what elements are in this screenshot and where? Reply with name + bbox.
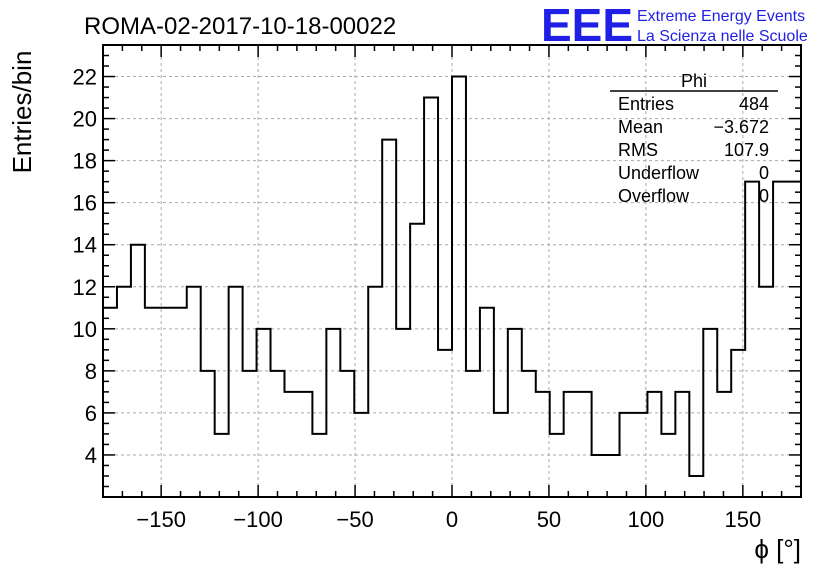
y-tick-label: 12 (73, 275, 97, 300)
histogram-bin (312, 434, 326, 497)
stats-box-name: Phi (681, 71, 707, 91)
histogram-bin (368, 287, 382, 497)
histogram-bin (131, 245, 145, 497)
eee-logo-mark: EEE (541, 0, 633, 51)
y-tick-label: 8 (85, 359, 97, 384)
histogram-bin (689, 476, 703, 497)
histogram-bin (396, 329, 410, 497)
y-tick-label: 6 (85, 401, 97, 426)
x-tick-label: −100 (233, 507, 283, 532)
histogram-bin (326, 329, 340, 497)
stats-row-label: Overflow (618, 186, 690, 206)
histogram-bin (173, 308, 187, 497)
y-tick-label: 16 (73, 191, 97, 216)
histogram-series (103, 75, 801, 497)
stats-box: Phi Entries 484 Mean −3.672 RMS 107.9 Underflo… (610, 71, 778, 206)
histogram-bin (647, 392, 661, 497)
x-tick-label: −50 (336, 507, 373, 532)
y-tick-label: 10 (73, 317, 97, 342)
histogram-bin (606, 455, 620, 497)
histogram-bin (159, 308, 173, 497)
histogram-bin (620, 413, 634, 497)
histogram-bin (382, 140, 396, 497)
y-tick-label: 20 (73, 107, 97, 132)
histogram-bin (298, 392, 312, 497)
histogram-bin (452, 77, 466, 497)
eee-logo-line2: La Scienza nelle Scuole (637, 28, 808, 45)
x-axis-label: ϕ [°] (754, 534, 801, 564)
histogram-bin (438, 350, 452, 497)
histogram-bin (243, 371, 257, 497)
histogram-bin (731, 350, 745, 497)
histogram-outline (103, 75, 801, 477)
histogram-bin (410, 224, 424, 497)
histogram-bin (354, 413, 368, 497)
histogram-bin (550, 434, 564, 497)
stats-row-label: Mean (618, 117, 663, 137)
stats-row-label: Underflow (618, 163, 700, 183)
histogram-bin (578, 392, 592, 497)
histogram-bin (284, 392, 298, 497)
histogram-bin (480, 308, 494, 497)
stats-row-value: 0 (759, 163, 769, 183)
histogram-bin (508, 329, 522, 497)
histogram-bin (522, 371, 536, 497)
stats-row-value: 484 (739, 94, 769, 114)
histogram-bin (675, 392, 689, 497)
x-tick-label: −150 (136, 507, 186, 532)
stats-row-value: 0 (759, 186, 769, 206)
histogram-bin (117, 287, 131, 497)
histogram-bin (745, 182, 759, 497)
y-tick-label: 22 (73, 65, 97, 90)
histogram-bin (592, 455, 606, 497)
histogram-bin (424, 98, 438, 497)
x-tick-label: 150 (724, 507, 761, 532)
stats-row-value: −3.672 (713, 117, 769, 137)
stats-row-label: RMS (618, 140, 658, 160)
y-tick-label: 14 (73, 233, 97, 258)
histogram-bin (215, 434, 229, 497)
histogram-bin (257, 329, 271, 497)
histogram-bin (661, 434, 675, 497)
histogram-bin (229, 287, 243, 497)
histogram-bin (717, 392, 731, 497)
stats-row-value: 107.9 (724, 140, 769, 160)
histogram-bin (536, 392, 550, 497)
histogram-bin (759, 287, 773, 497)
histogram-bin (340, 371, 354, 497)
histogram-bin (145, 308, 159, 497)
histogram-bin (773, 182, 787, 497)
stats-row-label: Entries (618, 94, 674, 114)
histogram-bin (633, 413, 647, 497)
eee-logo: EEE Extreme Energy Events La Scienza nel… (541, 0, 808, 51)
chart-title: ROMA-02-2017-10-18-00022 (84, 13, 396, 40)
axis-ticks: −150 −100 −50 0 50 100 150 4 6 8 10 12 14 16 18 20 22 (73, 45, 802, 532)
eee-logo-line1: Extreme Energy Events (637, 8, 805, 25)
x-tick-label: 100 (628, 507, 665, 532)
histogram-bin (201, 371, 215, 497)
x-tick-label: 50 (537, 507, 561, 532)
histogram-bin (271, 371, 285, 497)
histogram-bin (703, 329, 717, 497)
y-tick-label: 4 (85, 443, 97, 468)
histogram-bin (564, 392, 578, 497)
histogram-bin (494, 413, 508, 497)
y-tick-label: 18 (73, 149, 97, 174)
x-tick-label: 0 (446, 507, 458, 532)
histogram-bin (187, 287, 201, 497)
histogram-bin (466, 371, 480, 497)
y-axis-label: Entries/bin (7, 51, 37, 174)
